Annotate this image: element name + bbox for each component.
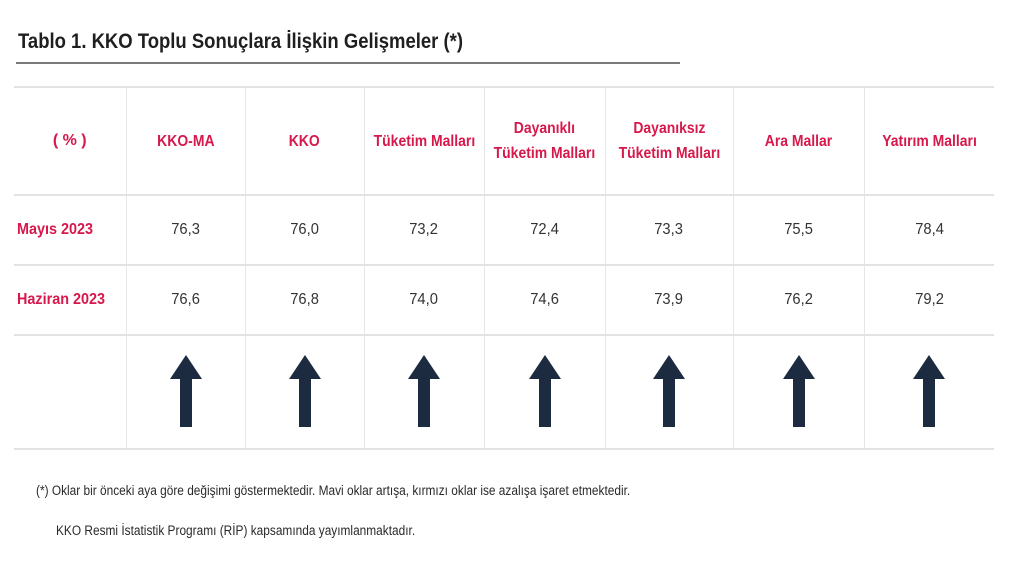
arrow-row-label-cell — [14, 335, 127, 450]
arrow-cell — [604, 335, 734, 450]
table-cell: 73,9 — [604, 265, 734, 336]
header-row: ( % ) KKO-MA KKO Tüketim Malları Dayanık… — [14, 86, 994, 196]
arrow-cell — [732, 335, 865, 450]
up-arrow-icon — [782, 355, 815, 427]
table-cell: 73,3 — [604, 195, 734, 266]
kko-table: ( % ) KKO-MA KKO Tüketim Malları Dayanık… — [14, 86, 994, 450]
col-header-label: Ara Mallar — [764, 132, 833, 150]
col-header-kko: KKO — [244, 86, 365, 196]
table-cell: 72,4 — [483, 195, 606, 266]
col-header-dayaniksiz-tuketim-mallari: Dayanıksız Tüketim Malları — [604, 86, 734, 196]
up-arrow-icon — [653, 355, 685, 427]
col-header-label: Dayanıksız Tüketim Malları — [618, 120, 720, 162]
col-header-label: Dayanıklı Tüketim Malları — [493, 120, 596, 162]
col-header-label: Tüketim Malları — [373, 132, 475, 150]
col-header-label: KKO — [288, 132, 320, 150]
col-header-label: KKO-MA — [156, 132, 215, 150]
arrow-cell — [363, 335, 485, 450]
percent-label: ( % ) — [52, 132, 87, 149]
row-label: Mayıs 2023 — [14, 195, 127, 266]
up-arrow-icon — [169, 355, 202, 427]
table-title: Tablo 1. KKO Toplu Sonuçlara İlişkin Gel… — [18, 30, 463, 53]
up-arrow-icon — [528, 355, 561, 427]
up-arrow-icon — [408, 355, 440, 427]
col-header-dayanikli-tuketim-mallari: Dayanıklı Tüketim Malları — [483, 86, 606, 196]
table-cell: 76,3 — [125, 195, 246, 266]
table-cell: 74,6 — [483, 265, 606, 336]
up-arrow-icon — [288, 355, 321, 427]
col-header-label: Yatırım Malları — [881, 132, 977, 150]
up-arrow-icon — [913, 355, 946, 427]
table-cell: 78,4 — [863, 195, 994, 266]
arrow-row — [14, 335, 994, 450]
col-header-tuketim-mallari: Tüketim Malları — [363, 86, 485, 196]
col-header-yatirim-mallari: Yatırım Malları — [863, 86, 994, 196]
table-cell: 76,8 — [244, 265, 365, 336]
table-cell: 79,2 — [863, 265, 994, 336]
table-cell: 76,2 — [732, 265, 865, 336]
table-cell: 74,0 — [363, 265, 485, 336]
arrow-cell — [125, 335, 246, 450]
arrow-cell — [483, 335, 606, 450]
arrow-cell — [863, 335, 994, 450]
table-row: Mayıs 2023 76,3 76,0 73,2 72,4 73,3 75,5… — [14, 195, 994, 266]
arrow-cell — [244, 335, 365, 450]
table-cell: 76,0 — [244, 195, 365, 266]
title-underline — [16, 62, 680, 64]
table-row: Haziran 2023 76,6 76,8 74,0 74,6 73,9 76… — [14, 265, 994, 336]
col-header-kko-ma: KKO-MA — [125, 86, 246, 196]
col-header-ara-mallar: Ara Mallar — [732, 86, 865, 196]
table-cell: 75,5 — [732, 195, 865, 266]
table-cell: 73,2 — [363, 195, 485, 266]
row-label: Haziran 2023 — [14, 265, 127, 336]
table-cell: 76,6 — [125, 265, 246, 336]
footnote-rip: KKO Resmi İstatistik Programı (RİP) kaps… — [56, 523, 416, 538]
footnote-arrows: (*) Oklar bir önceki aya göre değişimi g… — [36, 483, 631, 498]
corner-cell: ( % ) — [14, 86, 127, 196]
